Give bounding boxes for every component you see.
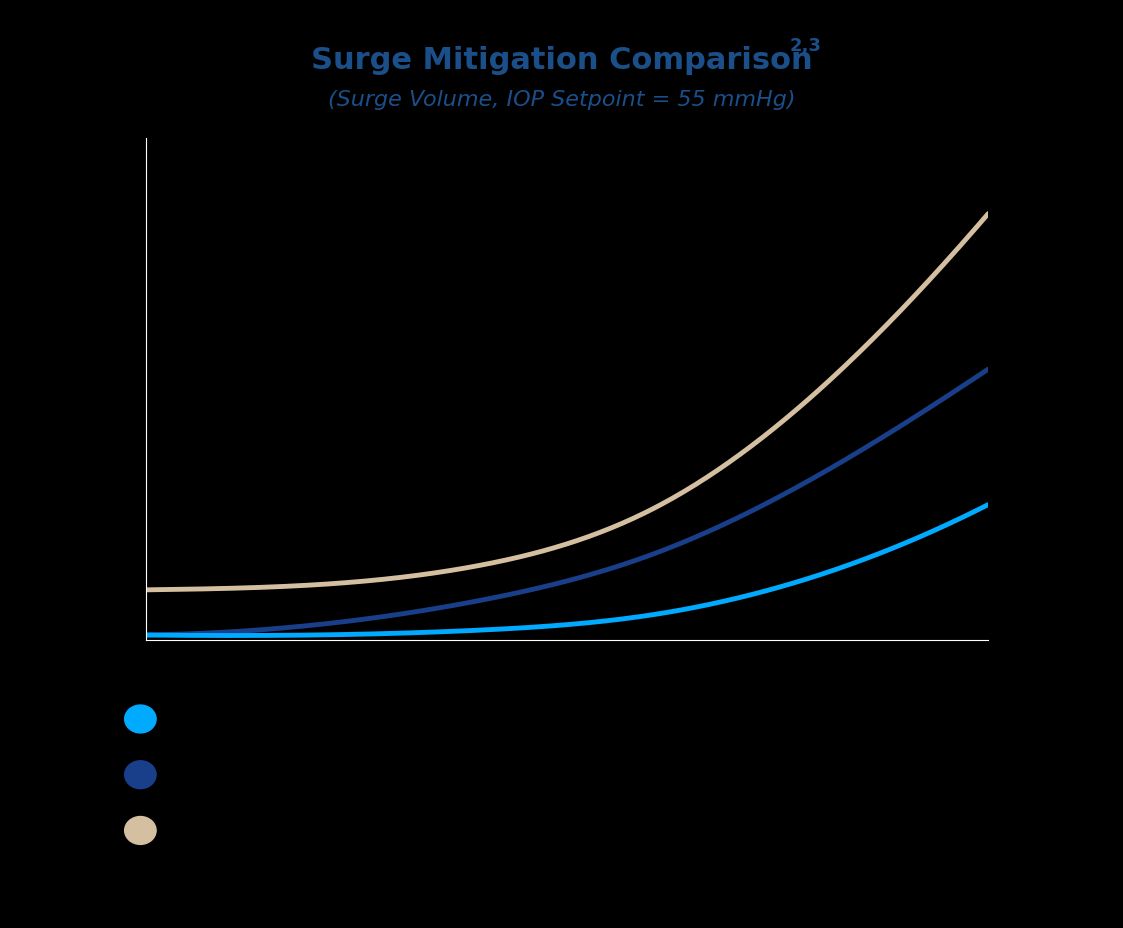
Text: Surge Mitigation Comparison: Surge Mitigation Comparison (311, 45, 812, 75)
Text: 2,3: 2,3 (789, 37, 821, 56)
Text: (Surge Volume, IOP Setpoint = 55 mmHg): (Surge Volume, IOP Setpoint = 55 mmHg) (328, 90, 795, 110)
